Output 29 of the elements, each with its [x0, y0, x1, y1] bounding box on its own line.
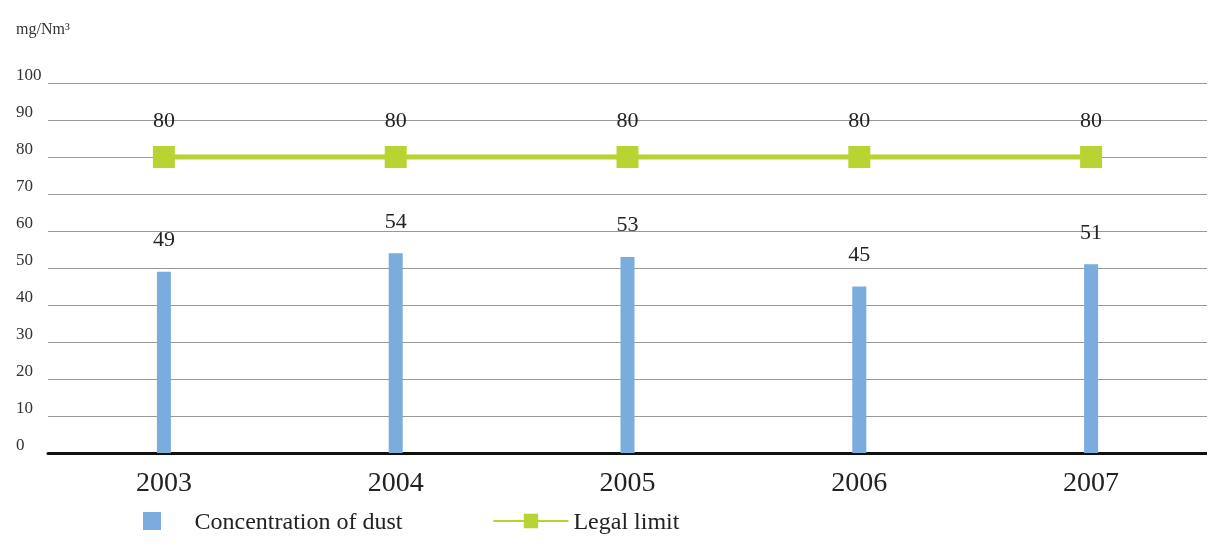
data-label: 53: [616, 211, 639, 237]
data-label: 51: [1080, 218, 1103, 244]
data-label: 80: [1080, 106, 1103, 132]
y-tick-label: 90: [16, 102, 33, 121]
x-tick-label: 2006: [831, 465, 888, 497]
y-tick-label: 60: [16, 213, 33, 232]
data-label: 80: [616, 106, 639, 132]
x-tick-label: 2003: [135, 465, 192, 497]
y-tick-label: 20: [16, 361, 33, 380]
data-label: 49: [152, 226, 175, 252]
y-tick-label: 80: [16, 139, 33, 158]
legend-label: Concentration of dust: [194, 508, 403, 534]
data-label: 80: [152, 106, 175, 132]
y-tick-label: 10: [16, 398, 33, 417]
y-tick-label: 100: [16, 65, 42, 84]
data-label: 45: [848, 241, 871, 266]
x-tick-label: 2007: [1063, 465, 1120, 497]
y-tick-label: 70: [16, 176, 33, 195]
y-tick-label: 0: [16, 435, 25, 454]
data-label: 80: [384, 106, 407, 132]
y-tick-label: 30: [16, 324, 33, 343]
y-axis-title: mg/Nm³: [16, 19, 70, 38]
data-label: 80: [848, 106, 871, 132]
data-label: 54: [384, 207, 407, 233]
y-tick-label: 40: [16, 287, 33, 306]
x-tick-label: 2005: [599, 465, 656, 497]
y-tick-label: 50: [16, 250, 33, 269]
x-tick-label: 2004: [367, 465, 424, 497]
legend-label: Legal limit: [573, 508, 680, 534]
